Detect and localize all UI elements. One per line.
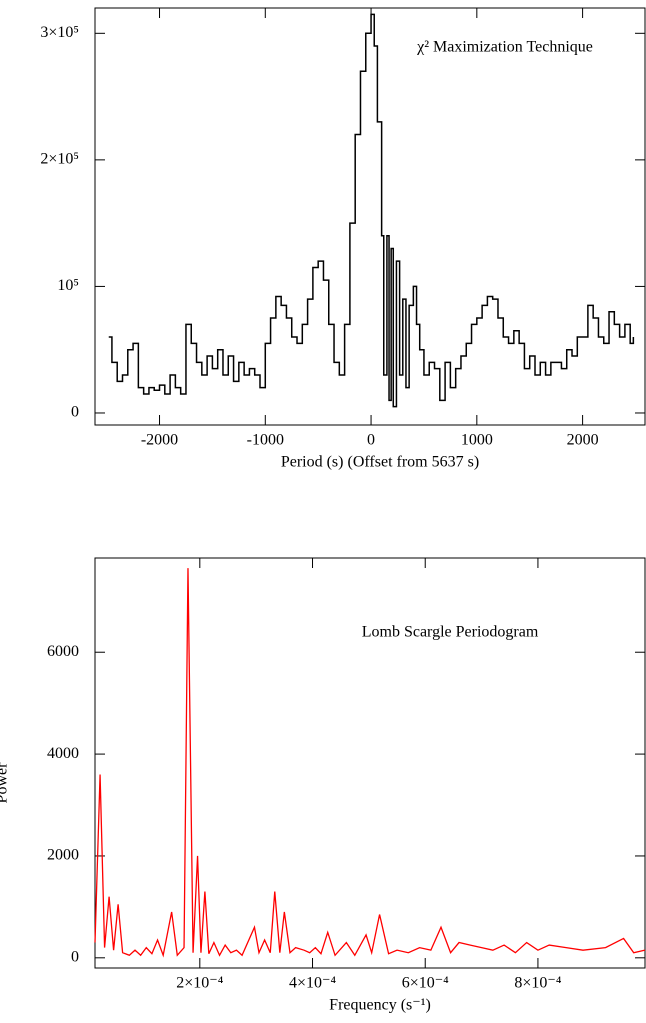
data-line (108, 13, 635, 408)
x-tick-label: 2000 (567, 432, 599, 449)
x-tick-label: 2×10⁻⁴ (176, 975, 223, 992)
y-tick-label: 6000 (47, 643, 79, 660)
y-tick-label: 4000 (47, 745, 79, 762)
x-tick-label: -2000 (141, 432, 178, 449)
y-tick-label: 0 (71, 404, 79, 421)
x-tick-label: -1000 (247, 432, 284, 449)
y-axis-label: Power (0, 762, 11, 804)
x-tick-label: 8×10⁻⁴ (514, 975, 561, 992)
plot-frame (94, 7, 646, 426)
y-tick-label: 2000 (47, 847, 79, 864)
x-tick-label: 1000 (461, 432, 493, 449)
data-line (94, 568, 646, 958)
y-tick-label: 0 (71, 948, 79, 965)
x-tick-label: 4×10⁻⁴ (289, 975, 336, 992)
x-tick-label: 6×10⁻⁴ (402, 975, 449, 992)
y-tick-label: 2×10⁵ (40, 151, 79, 168)
x-tick-label: 0 (367, 432, 375, 449)
annotation: χ² Maximization Technique (416, 39, 593, 56)
x-axis-label: Frequency (s⁻¹) (329, 997, 431, 1014)
annotation: Lomb Scargle Periodogram (362, 624, 539, 641)
y-tick-label: 3×10⁵ (40, 24, 79, 41)
y-tick-label: 10⁵ (57, 277, 79, 294)
x-axis-label: Period (s) (Offset from 5637 s) (281, 454, 479, 471)
plot-frame (94, 557, 646, 969)
